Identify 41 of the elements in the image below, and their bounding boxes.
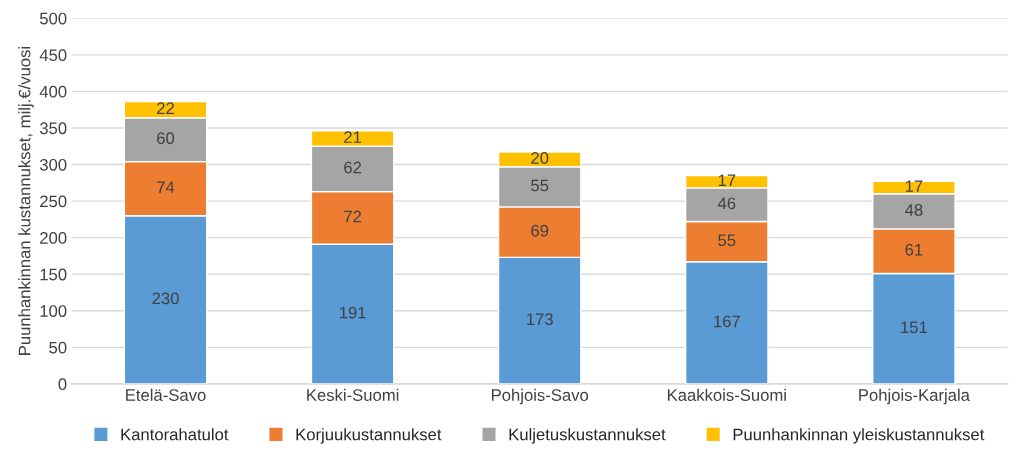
x-tick-label: Kaakkois-Suomi bbox=[667, 388, 786, 401]
y-tick-label: 0 bbox=[58, 378, 67, 391]
y-tick-label: 400 bbox=[39, 85, 67, 98]
data-label: 61 bbox=[905, 243, 923, 256]
data-label: 55 bbox=[718, 234, 736, 247]
data-label: 22 bbox=[157, 102, 174, 114]
data-label: 173 bbox=[527, 313, 553, 326]
data-label: 62 bbox=[344, 161, 362, 174]
x-tick-label: Pohjois-Savo bbox=[491, 388, 589, 405]
data-label: 46 bbox=[717, 197, 736, 210]
y-tick-label: 250 bbox=[40, 195, 67, 208]
data-label: 167 bbox=[714, 315, 740, 328]
y-tick-label: 300 bbox=[39, 158, 67, 171]
data-label: 17 bbox=[718, 174, 736, 187]
y-tick-label: 50 bbox=[49, 341, 67, 354]
y-tick-label: 100 bbox=[40, 305, 67, 317]
data-label: 74 bbox=[157, 181, 175, 193]
data-label: 69 bbox=[531, 224, 549, 237]
x-tick-label: Pohjois-Karjala bbox=[859, 388, 970, 405]
data-label: 151 bbox=[901, 321, 927, 334]
data-label: 21 bbox=[344, 131, 362, 143]
data-label: 230 bbox=[152, 292, 179, 305]
data-label: 191 bbox=[339, 306, 366, 319]
y-tick-label: 350 bbox=[39, 122, 67, 135]
y-tick-label: 200 bbox=[40, 232, 67, 244]
y-axis-title: Puunhankinnan kustannukset, milj.€/vuosi bbox=[18, 47, 34, 355]
x-tick-label: Etelä-Savo bbox=[126, 388, 206, 401]
data-label: 17 bbox=[905, 180, 923, 192]
data-label: 48 bbox=[905, 203, 923, 216]
data-label: 72 bbox=[344, 210, 362, 223]
legend-label: Kantorahatulot bbox=[121, 428, 229, 441]
y-tick-label: 450 bbox=[39, 49, 67, 62]
x-tick-label: Keski-Suomi bbox=[307, 388, 399, 401]
y-tick-label: 150 bbox=[40, 268, 67, 281]
data-label: 60 bbox=[157, 132, 175, 145]
data-label: 20 bbox=[531, 152, 549, 164]
legend-label: Puunhankinnan yleiskustannukset bbox=[733, 428, 985, 444]
legend-label: Korjuukustannukset bbox=[296, 428, 442, 444]
legend-label: Kuljetuskustannukset bbox=[509, 428, 666, 444]
data-label: 55 bbox=[531, 179, 549, 192]
y-tick-label: 500 bbox=[39, 12, 67, 25]
